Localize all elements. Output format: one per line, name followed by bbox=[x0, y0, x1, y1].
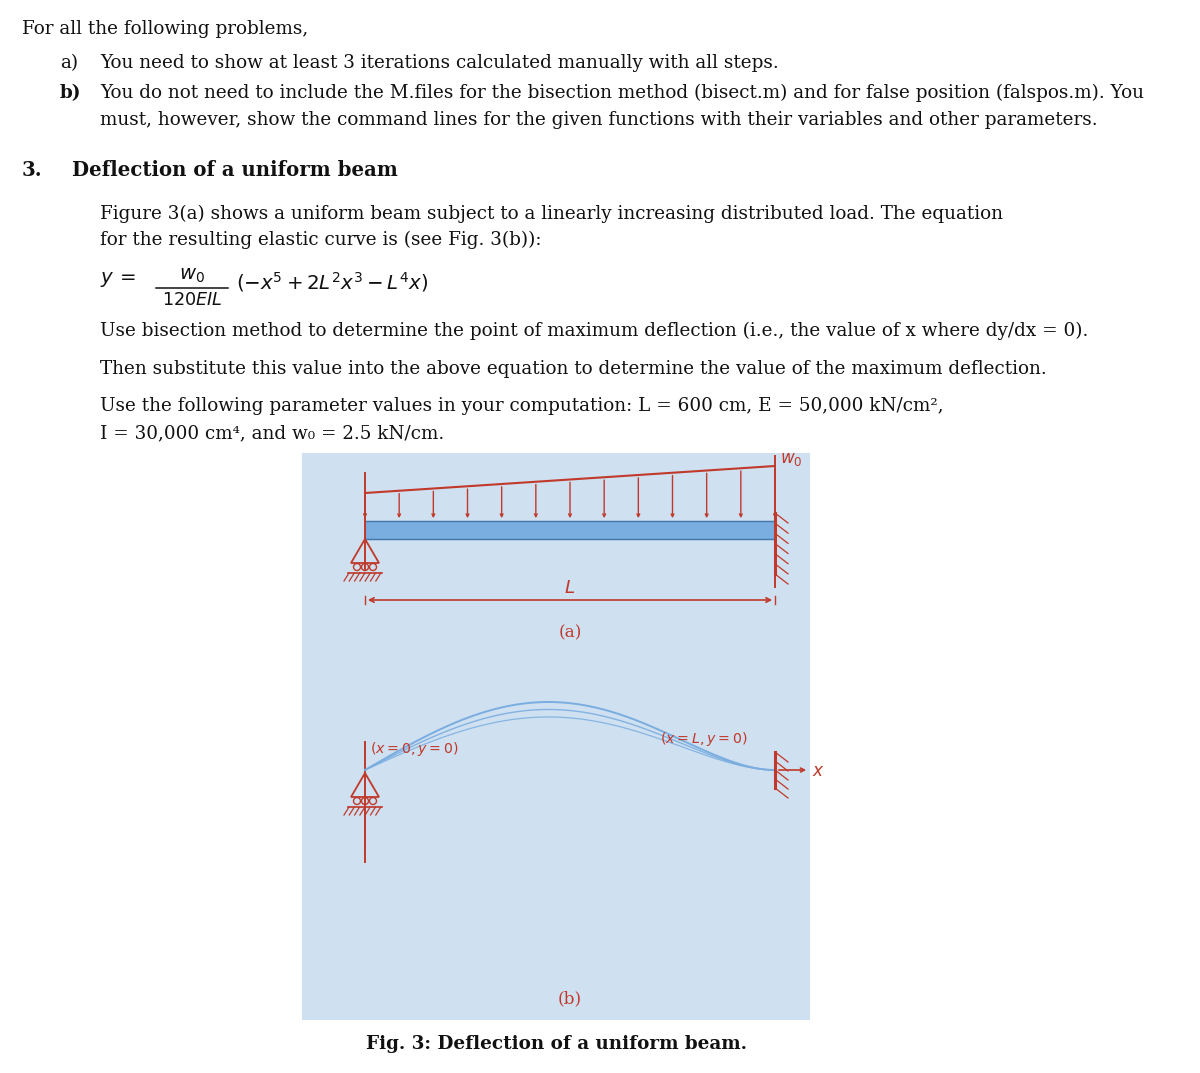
Text: $(x = L, y = 0)$: $(x = L, y = 0)$ bbox=[660, 730, 748, 748]
Text: You need to show at least 3 iterations calculated manually with all steps.: You need to show at least 3 iterations c… bbox=[100, 54, 779, 72]
Text: Then substitute this value into the above equation to determine the value of the: Then substitute this value into the abov… bbox=[100, 361, 1046, 378]
Text: $(-x^5 + 2L^2x^3 - L^4x)$: $(-x^5 + 2L^2x^3 - L^4x)$ bbox=[236, 270, 428, 294]
Text: $(x = 0, y = 0)$: $(x = 0, y = 0)$ bbox=[370, 740, 458, 758]
Text: $y\,=$: $y\,=$ bbox=[100, 270, 136, 289]
Text: You do not need to include the M.files for the bisection method (bisect.m) and f: You do not need to include the M.files f… bbox=[100, 84, 1144, 102]
Text: For all the following problems,: For all the following problems, bbox=[22, 20, 308, 38]
Text: Fig. 3: Deflection of a uniform beam.: Fig. 3: Deflection of a uniform beam. bbox=[366, 1035, 746, 1053]
Text: I = 30,000 cm⁴, and w₀ = 2.5 kN/cm.: I = 30,000 cm⁴, and w₀ = 2.5 kN/cm. bbox=[100, 424, 444, 442]
Text: $w_0$: $w_0$ bbox=[179, 266, 205, 285]
Text: b): b) bbox=[60, 84, 82, 102]
Text: $x$: $x$ bbox=[812, 764, 824, 780]
Text: $120EIL$: $120EIL$ bbox=[162, 291, 222, 309]
Text: Deflection of a uniform beam: Deflection of a uniform beam bbox=[72, 160, 398, 180]
Text: $L$: $L$ bbox=[564, 579, 576, 597]
Text: (a): (a) bbox=[558, 624, 582, 641]
Text: for the resulting elastic curve is (see Fig. 3(b)):: for the resulting elastic curve is (see … bbox=[100, 231, 541, 249]
Text: 3.: 3. bbox=[22, 160, 43, 180]
Bar bbox=[302, 453, 810, 1020]
Text: (b): (b) bbox=[558, 990, 582, 1006]
Text: Use bisection method to determine the point of maximum deflection (i.e., the val: Use bisection method to determine the po… bbox=[100, 322, 1088, 340]
Bar bbox=[365, 521, 775, 539]
Text: $w_0$: $w_0$ bbox=[780, 451, 803, 468]
Text: Figure 3(a) shows a uniform beam subject to a linearly increasing distributed lo: Figure 3(a) shows a uniform beam subject… bbox=[100, 205, 1003, 223]
Text: a): a) bbox=[60, 54, 78, 72]
Text: must, however, show the command lines for the given functions with their variabl: must, however, show the command lines fo… bbox=[100, 111, 1098, 129]
Text: Use the following parameter values in your computation: L = 600 cm, E = 50,000 k: Use the following parameter values in yo… bbox=[100, 397, 943, 415]
